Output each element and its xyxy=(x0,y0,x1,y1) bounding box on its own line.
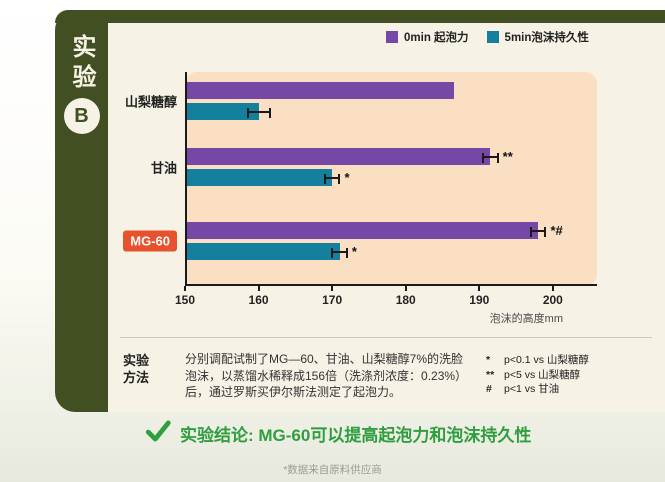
conclusion-text: 实验结论: MG-60可以提高起泡力和泡沫持久性 xyxy=(180,426,532,445)
x-tick-label: 170 xyxy=(322,293,343,307)
experiment-badge: B xyxy=(63,98,100,134)
x-axis-line xyxy=(185,284,597,286)
legend-label: 5min泡沫持久性 xyxy=(504,32,589,44)
plot-area: ** * *# * xyxy=(185,72,597,286)
stat-symbol: * xyxy=(486,354,491,366)
stat-note-row: * p<0.1 vs 山梨糖醇 xyxy=(486,353,589,368)
category-label: MG-60 xyxy=(123,230,177,252)
x-tick-mark xyxy=(551,286,554,291)
significance-annotation: * xyxy=(344,169,350,185)
legend-swatch-icon xyxy=(486,31,499,43)
experiment-card: 实验 B 0min 起泡力 5min泡沫持久性 山梨糖醇 甘油 MG-60 ** * *#… xyxy=(55,10,665,412)
x-tick-label: 160 xyxy=(248,293,269,307)
bar xyxy=(185,148,491,165)
category-label: 甘油 xyxy=(150,160,177,176)
legend-label: 0min 起泡力 xyxy=(404,32,469,44)
chart-legend: 0min 起泡力 5min泡沫持久性 xyxy=(386,29,589,45)
x-axis-title: 泡沫的高度mm xyxy=(489,313,563,325)
bar xyxy=(185,243,340,260)
method-section-label: 实验 方法 xyxy=(123,353,150,385)
legend-item: 0min 起泡力 xyxy=(386,29,469,45)
error-bar xyxy=(529,226,547,237)
section-divider xyxy=(120,337,652,338)
experiment-label: 实验 xyxy=(68,34,95,94)
x-tick-label: 150 xyxy=(174,293,196,307)
error-bar xyxy=(331,247,348,258)
stat-note-row: # p<1 vs 甘油 xyxy=(486,382,589,397)
x-tick-label: 200 xyxy=(542,293,563,307)
stat-note-row: ** p<5 vs 山梨糖醇 xyxy=(486,368,589,383)
x-tick-label: 190 xyxy=(469,293,490,307)
x-axis: 150 160 170 180 190 200 xyxy=(175,286,597,320)
bar xyxy=(185,103,259,120)
error-bar xyxy=(481,152,499,163)
bar xyxy=(185,222,539,239)
significance-annotation: ** xyxy=(502,148,513,164)
card-content: 0min 起泡力 5min泡沫持久性 山梨糖醇 甘油 MG-60 ** * *# * 150… xyxy=(108,23,665,412)
stat-text: p<1 vs 甘油 xyxy=(504,383,560,395)
bar xyxy=(185,82,454,99)
error-bar xyxy=(323,173,341,184)
method-description: 分别调配试制了MG—60、甘油、山梨糖醇7%的洗脸 泡沫，以蒸馏水稀释成156倍… xyxy=(185,352,468,399)
bar xyxy=(185,169,333,186)
conclusion-row: 实验结论: MG-60可以提高起泡力和泡沫持久性 xyxy=(145,418,531,449)
legend-swatch-icon xyxy=(386,31,398,43)
stat-symbol: ** xyxy=(486,368,495,381)
error-bar xyxy=(246,107,271,118)
stat-symbol: # xyxy=(486,383,492,395)
x-tick-mark xyxy=(184,286,186,291)
stat-text: p<5 vs 山梨糖醇 xyxy=(504,368,581,381)
category-label: 山梨糖醇 xyxy=(124,94,177,110)
x-tick-label: 180 xyxy=(395,293,416,307)
category-labels: 山梨糖醇甘油 MG-60 xyxy=(108,72,185,286)
x-tick-mark xyxy=(478,286,481,291)
data-source-footnote: *数据来自原料供应商 xyxy=(283,464,382,476)
significance-annotation: * xyxy=(351,243,357,259)
x-tick-mark xyxy=(404,286,407,291)
x-tick-mark xyxy=(257,286,260,291)
experiment-side-strip: 实验 B xyxy=(55,10,108,412)
check-icon xyxy=(145,418,171,449)
x-tick-mark xyxy=(331,286,334,291)
y-axis-line xyxy=(185,72,187,286)
legend-item: 5min泡沫持久性 xyxy=(486,29,589,45)
stat-text: p<0.1 vs 山梨糖醇 xyxy=(504,354,589,366)
significance-annotation: *# xyxy=(550,222,563,238)
significance-notes: * p<0.1 vs 山梨糖醇 ** p<5 vs 山梨糖醇 # p<1 vs … xyxy=(486,353,589,397)
card-top-border xyxy=(55,10,665,23)
